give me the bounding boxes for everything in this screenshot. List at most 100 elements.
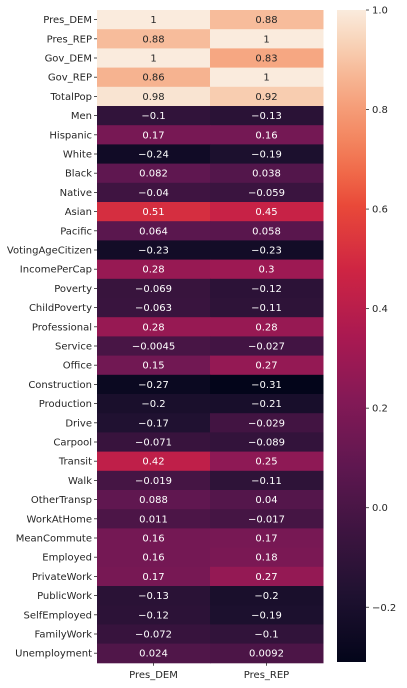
heatmap-cells: 1 0.88 0.88 1 1 0.83 0.86 1 0.98 0.92 −0.1 −0.13 0.1… bbox=[97, 10, 324, 664]
cell-value-label: 0.18 bbox=[255, 553, 277, 564]
cell-value-label: 0.28 bbox=[142, 265, 164, 276]
heatmap-cell bbox=[210, 29, 324, 49]
heatmap-cell bbox=[210, 202, 324, 222]
cell-value-label: 1 bbox=[150, 54, 156, 65]
row-label: Men bbox=[71, 111, 92, 122]
heatmap-cell bbox=[97, 336, 211, 357]
row-label: VotingAgeCitizen bbox=[7, 246, 92, 257]
column-labels: Pres_DEM Pres_REP bbox=[129, 662, 289, 681]
cell-value-label: 0.25 bbox=[255, 457, 277, 468]
colorbar-tick-label: 0.8 bbox=[372, 105, 388, 116]
row-label: FamilyWork bbox=[35, 630, 93, 641]
row-label: Hispanic bbox=[49, 130, 92, 141]
colorbar-tick-label: −0.2 bbox=[372, 603, 396, 614]
heatmap-cell bbox=[97, 86, 211, 107]
heatmap-cell bbox=[97, 451, 211, 472]
heatmap-cell bbox=[210, 470, 324, 491]
cell-value-label: 0.92 bbox=[255, 92, 277, 103]
cell-value-label: −0.12 bbox=[138, 610, 169, 621]
colorbar-tick-label: 0.6 bbox=[372, 205, 388, 216]
heatmap-cell bbox=[97, 298, 211, 318]
cell-value-label: −0.13 bbox=[138, 591, 169, 602]
heatmap-cell bbox=[210, 317, 324, 337]
row-label: Transit bbox=[58, 457, 92, 468]
cell-value-label: −0.0045 bbox=[132, 342, 175, 353]
cell-value-label: −0.2 bbox=[141, 399, 165, 410]
heatmap-cell bbox=[210, 221, 324, 241]
column-label: Pres_REP bbox=[244, 670, 289, 681]
heatmap-cell bbox=[210, 298, 324, 318]
cell-value-label: 0.16 bbox=[255, 130, 277, 141]
heatmap-cell bbox=[97, 547, 211, 568]
heatmap-cell bbox=[210, 566, 324, 587]
cell-value-label: 1 bbox=[150, 15, 156, 26]
cell-value-label: 0.98 bbox=[142, 92, 164, 103]
heatmap-cell bbox=[97, 528, 211, 549]
row-label: Pres_REP bbox=[47, 34, 92, 45]
cell-value-label: 0.27 bbox=[255, 361, 277, 372]
heatmap-cell bbox=[210, 182, 324, 203]
cell-value-label: 0.17 bbox=[255, 534, 277, 545]
cell-value-label: 0.064 bbox=[139, 226, 168, 237]
heatmap-cell bbox=[97, 144, 211, 165]
heatmap-cell bbox=[210, 643, 324, 664]
heatmap-cell bbox=[210, 259, 324, 280]
colorbar-tick-label: 0.2 bbox=[372, 404, 388, 415]
heatmap-cell bbox=[210, 547, 324, 568]
row-label: Unemployment bbox=[15, 649, 92, 660]
heatmap-cell bbox=[210, 624, 324, 645]
row-label: Black bbox=[65, 169, 92, 180]
cell-value-label: 1 bbox=[263, 34, 269, 45]
cell-value-label: −0.027 bbox=[248, 342, 285, 353]
row-label: IncomePerCap bbox=[20, 265, 92, 276]
row-label: SelfEmployed bbox=[23, 610, 92, 621]
heatmap-cell bbox=[210, 509, 324, 529]
heatmap-cell bbox=[97, 317, 211, 337]
cell-value-label: −0.11 bbox=[251, 476, 282, 487]
cell-value-label: −0.072 bbox=[135, 630, 172, 641]
cell-value-label: −0.24 bbox=[138, 150, 169, 161]
heatmap-cell bbox=[210, 413, 324, 433]
colorbar-tick-label: 0.4 bbox=[372, 304, 388, 315]
cell-value-label: 0.024 bbox=[139, 649, 168, 660]
heatmap-cell bbox=[97, 202, 211, 222]
heatmap-cell bbox=[210, 432, 324, 453]
cell-value-label: −0.069 bbox=[135, 284, 172, 295]
heatmap-cell bbox=[210, 355, 324, 376]
row-label: Drive bbox=[65, 418, 92, 429]
row-label: Professional bbox=[32, 322, 92, 333]
cell-value-label: 0.86 bbox=[142, 73, 164, 84]
cell-value-label: −0.063 bbox=[135, 303, 172, 314]
heatmap-cell bbox=[210, 86, 324, 107]
cell-value-label: −0.19 bbox=[251, 610, 282, 621]
cell-value-label: 0.3 bbox=[259, 265, 275, 276]
cell-value-label: −0.017 bbox=[248, 514, 285, 525]
cell-value-label: 0.28 bbox=[142, 322, 164, 333]
heatmap-cell bbox=[210, 144, 324, 165]
row-label: Asian bbox=[65, 207, 92, 218]
row-label: Pacific bbox=[60, 226, 92, 237]
cell-value-label: −0.13 bbox=[251, 111, 282, 122]
cell-value-label: −0.23 bbox=[138, 246, 169, 257]
cell-value-label: −0.2 bbox=[254, 591, 278, 602]
heatmap-cell bbox=[97, 643, 211, 664]
heatmap-cell bbox=[210, 67, 324, 88]
cell-value-label: 0.27 bbox=[255, 572, 277, 583]
cell-value-label: 0.88 bbox=[255, 15, 277, 26]
heatmap-cell bbox=[97, 413, 211, 433]
heatmap-cell bbox=[97, 221, 211, 241]
cell-value-label: 0.16 bbox=[142, 553, 164, 564]
row-label: Native bbox=[60, 188, 92, 199]
row-label: Walk bbox=[68, 476, 92, 487]
cell-value-label: −0.1 bbox=[254, 630, 278, 641]
heatmap-cell bbox=[97, 566, 211, 587]
heatmap-cell bbox=[97, 182, 211, 203]
heatmap-cell bbox=[97, 240, 211, 261]
cell-value-label: −0.17 bbox=[138, 418, 169, 429]
row-label: MeanCommute bbox=[16, 534, 92, 545]
row-label: Carpool bbox=[53, 438, 92, 449]
row-label: Pres_DEM bbox=[43, 15, 92, 26]
row-label: Gov_DEM bbox=[45, 54, 92, 65]
cell-value-label: 0.17 bbox=[142, 572, 164, 583]
